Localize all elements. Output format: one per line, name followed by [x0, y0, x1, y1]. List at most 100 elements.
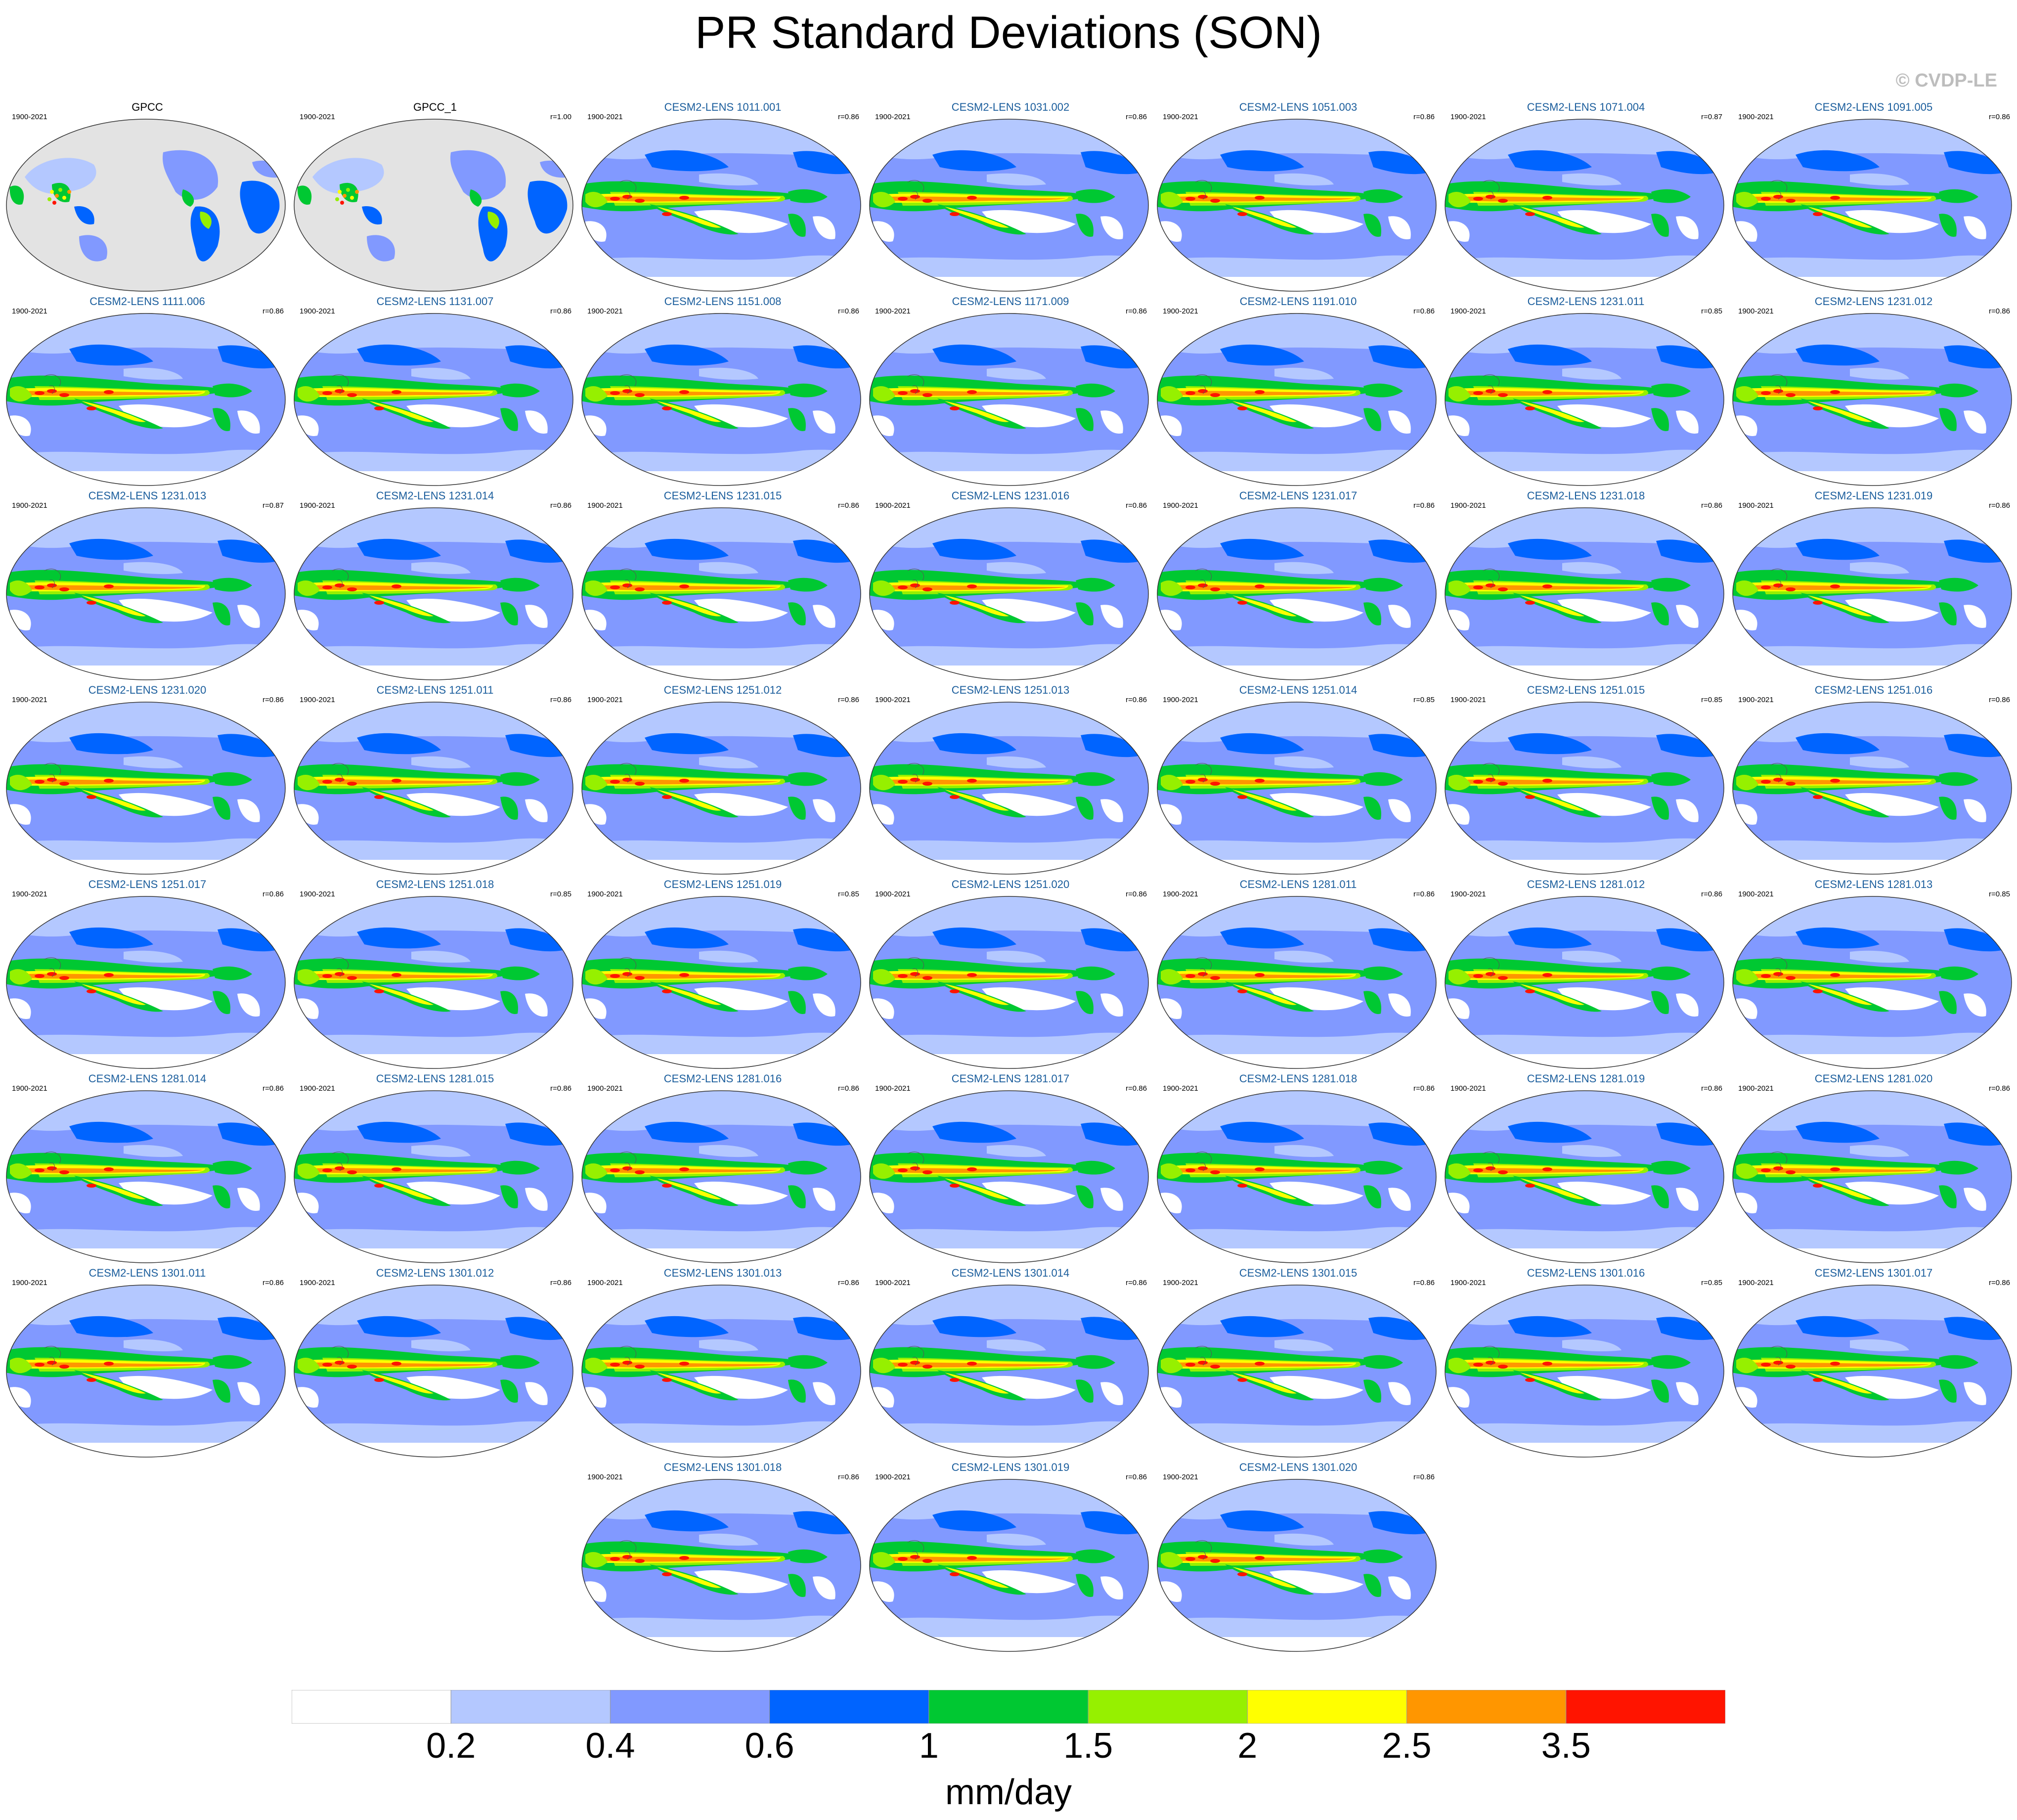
map-image — [6, 896, 286, 1069]
panel-title: CESM2-LENS 1011.001 — [664, 101, 782, 113]
map-image — [294, 702, 573, 875]
panel-years: 1900-2021 — [12, 1279, 47, 1287]
map-image — [869, 119, 1149, 292]
map-image — [6, 1090, 286, 1263]
panel-correlation: r=0.86 — [1413, 1279, 1435, 1287]
colorbar-swatch — [1088, 1690, 1248, 1724]
map-image — [581, 896, 861, 1069]
panel-years: 1900-2021 — [1450, 113, 1486, 121]
panel-title: CESM2-LENS 1251.015 — [1527, 684, 1645, 696]
panel-years: 1900-2021 — [1450, 501, 1486, 510]
panel-correlation: r=0.86 — [1126, 307, 1147, 315]
map-panel: CESM2-LENS 1251.019 1900-2021 r=0.85 — [580, 878, 865, 1071]
panel-years: 1900-2021 — [12, 501, 47, 510]
map-panel: CESM2-LENS 1301.019 1900-2021 r=0.86 — [868, 1461, 1153, 1654]
panel-title: CESM2-LENS 1281.017 — [951, 1072, 1070, 1085]
panel-title: CESM2-LENS 1151.008 — [664, 295, 782, 308]
panel-years: 1900-2021 — [1738, 307, 1774, 315]
map-panel: CESM2-LENS 1231.019 1900-2021 r=0.86 — [1731, 489, 2016, 682]
map-panel: CESM2-LENS 1231.016 1900-2021 r=0.86 — [868, 489, 1153, 682]
map-image — [1445, 1285, 1724, 1458]
map-panel: CESM2-LENS 1131.007 1900-2021 r=0.86 — [293, 295, 577, 488]
map-image — [1445, 896, 1724, 1069]
map-panel: CESM2-LENS 1281.011 1900-2021 r=0.86 — [1156, 878, 1441, 1071]
panel-title: CESM2-LENS 1281.019 — [1527, 1072, 1645, 1085]
panel-title: CESM2-LENS 1231.011 — [1527, 295, 1645, 308]
map-image — [1157, 702, 1437, 875]
panel-title: CESM2-LENS 1091.005 — [1814, 101, 1933, 113]
panel-years: 1900-2021 — [300, 1084, 335, 1093]
map-image — [869, 507, 1149, 680]
figure-title: PR Standard Deviations (SON) — [695, 7, 1322, 58]
panel-title: CESM2-LENS 1301.014 — [951, 1267, 1070, 1279]
panel-correlation: r=0.85 — [1701, 1279, 1722, 1287]
map-panel: CESM2-LENS 1281.016 1900-2021 r=0.86 — [580, 1072, 865, 1265]
map-image — [581, 702, 861, 875]
map-panel: CESM2-LENS 1281.012 1900-2021 r=0.86 — [1444, 878, 1728, 1071]
map-panel: CESM2-LENS 1251.018 1900-2021 r=0.85 — [293, 878, 577, 1071]
map-panel: CESM2-LENS 1231.013 1900-2021 r=0.87 — [5, 489, 290, 682]
panel-years: 1900-2021 — [587, 696, 623, 704]
map-image — [6, 119, 286, 292]
map-panel: CESM2-LENS 1111.006 1900-2021 r=0.86 — [5, 295, 290, 488]
colorbar-tick-label: 1 — [919, 1726, 939, 1766]
panel-years: 1900-2021 — [1450, 890, 1486, 898]
panel-title: CESM2-LENS 1301.019 — [951, 1461, 1070, 1473]
panel-correlation: r=0.86 — [1701, 501, 1722, 510]
panel-correlation: r=0.86 — [1126, 1279, 1147, 1287]
panel-years: 1900-2021 — [1738, 1279, 1774, 1287]
map-image — [1732, 1090, 2012, 1263]
panel-correlation: r=0.86 — [1413, 1473, 1435, 1481]
colorbar-tick-label: 0.2 — [426, 1726, 476, 1766]
panel-years: 1900-2021 — [1163, 307, 1198, 315]
map-image — [869, 702, 1149, 875]
colorbar-units: mm/day — [945, 1773, 1072, 1812]
map-image — [1157, 1285, 1437, 1458]
panel-title: CESM2-LENS 1231.017 — [1239, 489, 1358, 502]
panel-correlation: r=0.85 — [1413, 696, 1435, 704]
map-panel: CESM2-LENS 1301.014 1900-2021 r=0.86 — [868, 1267, 1153, 1460]
panel-title: CESM2-LENS 1301.011 — [88, 1267, 206, 1279]
map-panel: CESM2-LENS 1281.018 1900-2021 r=0.86 — [1156, 1072, 1441, 1265]
panel-correlation: r=0.86 — [1126, 501, 1147, 510]
map-panel: CESM2-LENS 1191.010 1900-2021 r=0.86 — [1156, 295, 1441, 488]
panel-title: CESM2-LENS 1301.017 — [1814, 1267, 1933, 1279]
panel-correlation: r=0.86 — [263, 890, 284, 898]
map-panel: CESM2-LENS 1171.009 1900-2021 r=0.86 — [868, 295, 1153, 488]
panel-correlation: r=0.86 — [550, 1084, 571, 1093]
map-panel: CESM2-LENS 1251.011 1900-2021 r=0.86 — [293, 684, 577, 877]
map-image — [869, 313, 1149, 486]
panel-years: 1900-2021 — [587, 1279, 623, 1287]
panel-years: 1900-2021 — [1450, 307, 1486, 315]
map-panel: CESM2-LENS 1251.020 1900-2021 r=0.86 — [868, 878, 1153, 1071]
panel-correlation: r=0.86 — [838, 1473, 859, 1481]
map-image — [1157, 313, 1437, 486]
map-panel: CESM2-LENS 1251.014 1900-2021 r=0.85 — [1156, 684, 1441, 877]
panel-title: CESM2-LENS 1281.011 — [1239, 878, 1357, 890]
panel-title: CESM2-LENS 1281.015 — [376, 1072, 494, 1085]
colorbar-swatch — [450, 1690, 611, 1724]
map-image — [581, 313, 861, 486]
panel-title: CESM2-LENS 1231.013 — [88, 489, 207, 502]
panel-years: 1900-2021 — [300, 113, 335, 121]
map-panel: CESM2-LENS 1251.015 1900-2021 r=0.85 — [1444, 684, 1728, 877]
map-panel: CESM2-LENS 1301.011 1900-2021 r=0.86 — [5, 1267, 290, 1460]
panel-years: 1900-2021 — [1163, 113, 1198, 121]
panel-correlation: r=0.86 — [1413, 307, 1435, 315]
panel-correlation: r=0.86 — [1989, 696, 2010, 704]
panel-years: 1900-2021 — [300, 501, 335, 510]
map-panel: CESM2-LENS 1301.015 1900-2021 r=0.86 — [1156, 1267, 1441, 1460]
panel-years: 1900-2021 — [875, 890, 911, 898]
colorbar-swatch — [1247, 1690, 1407, 1724]
panel-correlation: r=0.86 — [838, 501, 859, 510]
panel-years: 1900-2021 — [587, 1473, 623, 1481]
panel-correlation: r=0.86 — [1989, 1279, 2010, 1287]
map-panel: CESM2-LENS 1281.015 1900-2021 r=0.86 — [293, 1072, 577, 1265]
panel-correlation: r=0.86 — [1126, 890, 1147, 898]
map-panel: CESM2-LENS 1031.002 1900-2021 r=0.86 — [868, 101, 1153, 294]
panel-title: CESM2-LENS 1281.012 — [1527, 878, 1645, 890]
map-panel: CESM2-LENS 1231.018 1900-2021 r=0.86 — [1444, 489, 1728, 682]
panel-title: CESM2-LENS 1251.019 — [663, 878, 782, 890]
panel-title: CESM2-LENS 1251.016 — [1814, 684, 1933, 696]
map-panel: CESM2-LENS 1231.011 1900-2021 r=0.85 — [1444, 295, 1728, 488]
